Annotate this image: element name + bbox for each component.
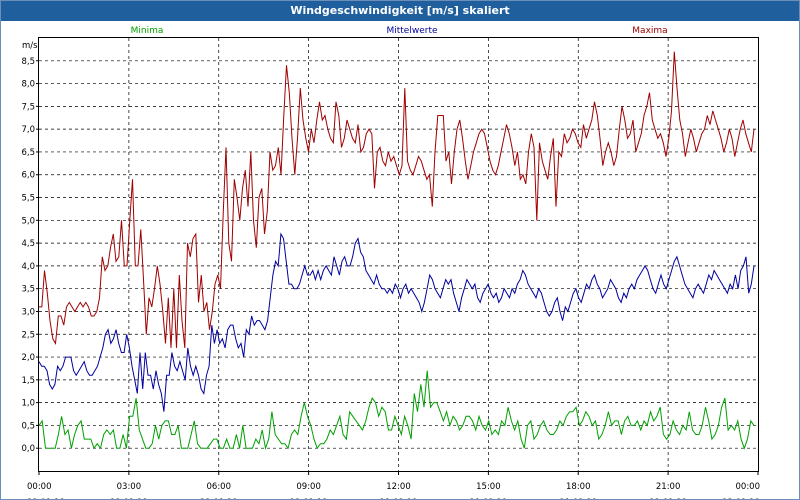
y-tick-label: 7,5	[21, 102, 35, 112]
x-tick-date: 11.01.19	[27, 498, 65, 499]
y-tick-label: 0,0	[21, 444, 35, 454]
y-axis-ticks: 0,0 0,5 1,0 1,5 2,0 2,5 3,0 3,5 4,0 4,5 5,0 5,5 6,0 6…	[21, 57, 39, 454]
x-tick-date: 11.01.19	[200, 498, 238, 499]
y-tick-label: 1,5	[21, 376, 35, 386]
wind-speed-chart: 0,0 0,5 1,0 1,5 2,0 2,5 3,0 3,5 4,0 4,5 5,0 5,5 6,0 6…	[21, 26, 760, 499]
x-tick-time: 06:00	[207, 482, 232, 492]
x-tick-time: 21:00	[656, 482, 681, 492]
y-tick-label: 5,0	[21, 216, 35, 226]
y-tick-label: 8,5	[21, 57, 35, 67]
series-line-maxima	[39, 51, 755, 348]
series-line-minima	[38, 370, 755, 451]
x-tick-date: 11.01.19	[559, 498, 597, 499]
x-tick-date: 12.01.19	[722, 498, 760, 499]
y-axis-label: m/s	[22, 41, 38, 51]
y-tick-label: 4,5	[21, 239, 35, 249]
legend-entry-mittelwerte: Mittelwerte	[386, 26, 437, 36]
x-tick-date: 11.01.19	[110, 498, 148, 499]
x-tick-date: 11.01.19	[290, 498, 328, 499]
x-tick-time: 15:00	[476, 482, 501, 492]
y-tick-label: 2,0	[21, 353, 35, 363]
legend: Minima Mittelwerte Maxima	[131, 26, 668, 36]
y-tick-label: 1,0	[21, 399, 35, 409]
legend-entry-maxima: Maxima	[632, 26, 667, 36]
x-axis-ticks: 00:00 11.01.19 03:00 11.01.19 06:00 11.01.19 0…	[27, 471, 760, 499]
y-tick-label: 6,0	[21, 171, 35, 181]
y-tick-label: 3,0	[21, 307, 35, 317]
window-title: Windgeschwindigkeit [m/s] skaliert	[1, 1, 799, 21]
legend-entry-minima: Minima	[131, 26, 164, 36]
y-tick-label: 5,5	[21, 194, 35, 204]
x-tick-date: 11.01.19	[380, 498, 418, 499]
y-tick-label: 6,5	[21, 148, 35, 158]
y-tick-label: 2,5	[21, 330, 35, 340]
y-tick-label: 3,5	[21, 285, 35, 295]
series-line-mittelwerte	[38, 232, 755, 412]
series-lines	[38, 51, 755, 451]
x-tick-time: 00:00	[736, 482, 761, 492]
x-tick-date: 11.01.19	[649, 498, 687, 499]
x-tick-time: 18:00	[566, 482, 591, 492]
x-tick-time: 03:00	[117, 482, 142, 492]
y-tick-label: 8,0	[21, 80, 35, 90]
x-tick-time: 00:00	[27, 482, 52, 492]
y-tick-label: 0,5	[21, 421, 35, 431]
grid-lines	[39, 38, 758, 471]
x-tick-date: 11.01.19	[469, 498, 507, 499]
x-tick-time: 12:00	[386, 482, 411, 492]
plot-frame	[38, 37, 759, 472]
y-tick-label: 4,0	[21, 262, 35, 272]
y-tick-label: 7,0	[21, 125, 35, 135]
x-tick-time: 09:00	[296, 482, 321, 492]
